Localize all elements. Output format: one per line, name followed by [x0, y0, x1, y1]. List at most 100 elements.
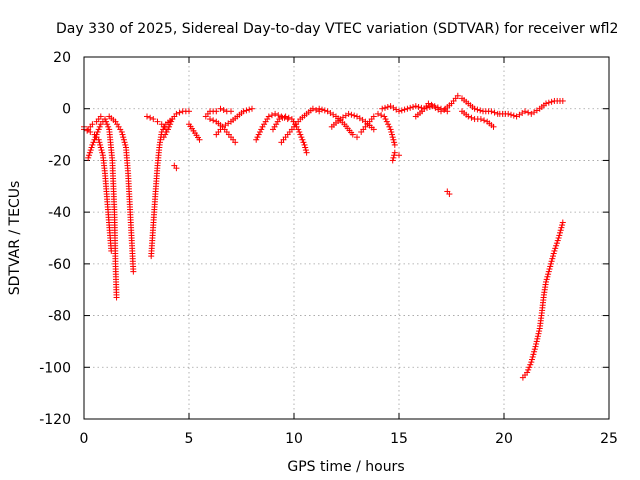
- data-point: [268, 112, 275, 119]
- data-point: [258, 126, 265, 133]
- data-point: [401, 106, 408, 113]
- y-tick-labels: 20 0 -20 -40 -60 -80 -100 -120: [39, 50, 71, 428]
- y-tick-label: 20: [53, 50, 71, 66]
- data-point: [105, 123, 112, 130]
- data-point: [113, 294, 120, 301]
- data-point: [387, 126, 394, 133]
- data-point: [298, 134, 305, 141]
- data-point: [354, 134, 360, 141]
- data-point: [265, 113, 272, 120]
- data-point: [547, 263, 554, 270]
- series-arc-g: [171, 162, 180, 172]
- data-point: [549, 255, 556, 262]
- data-point: [302, 144, 309, 151]
- series-arc-r: [389, 149, 402, 164]
- y-tick-label: -80: [48, 309, 71, 325]
- data-point: [154, 118, 161, 125]
- data-point: [210, 117, 217, 124]
- series-arc-q: [358, 110, 398, 148]
- data-point: [213, 108, 220, 115]
- data-point: [522, 108, 528, 115]
- data-point: [535, 330, 542, 337]
- data-point: [173, 165, 180, 172]
- data-point: [319, 106, 325, 113]
- data-point: [130, 268, 137, 275]
- data-point: [418, 104, 425, 111]
- data-point: [533, 338, 540, 345]
- data-point: [89, 121, 96, 128]
- data-point: [160, 134, 167, 141]
- data-point: [345, 110, 352, 117]
- data-point: [398, 107, 405, 114]
- data-point: [144, 113, 150, 120]
- data-point: [526, 364, 533, 371]
- data-point: [555, 235, 562, 241]
- data-point: [558, 224, 565, 231]
- data-point: [299, 136, 306, 143]
- data-point: [370, 113, 377, 120]
- data-point: [121, 139, 128, 146]
- data-point: [240, 108, 247, 115]
- data-point: [173, 110, 180, 117]
- data-point: [559, 222, 566, 229]
- data-point: [95, 136, 102, 143]
- data-point: [434, 104, 441, 111]
- data-point: [147, 114, 154, 121]
- series-arc-e: [148, 116, 176, 260]
- data-point: [383, 118, 390, 125]
- data-point: [391, 149, 398, 156]
- data-point: [386, 123, 393, 130]
- series-arc-f: [160, 108, 192, 141]
- data-point: [122, 141, 129, 148]
- data-point: [471, 105, 478, 112]
- data-point: [534, 335, 541, 342]
- data-point: [98, 147, 105, 154]
- data-point: [388, 128, 395, 135]
- data-point: [428, 101, 435, 108]
- data-point: [120, 134, 127, 141]
- data-point: [389, 134, 396, 141]
- data-point: [89, 141, 96, 148]
- data-point: [554, 237, 561, 244]
- data-point: [548, 258, 555, 265]
- data-point: [531, 348, 538, 355]
- data-point: [546, 266, 553, 273]
- y-tick-label: -20: [48, 153, 71, 169]
- data-point: [150, 116, 157, 123]
- data-point: [96, 139, 103, 146]
- data-point: [382, 104, 388, 111]
- series-arc-w: [459, 108, 497, 130]
- data-point: [533, 341, 540, 348]
- data-point: [300, 139, 307, 146]
- data-point: [391, 139, 398, 146]
- data-point: [217, 105, 224, 112]
- series-arc-c: [81, 126, 115, 254]
- y-tick-label: 0: [62, 102, 71, 118]
- x-tick-label: 0: [80, 431, 89, 447]
- data-point: [176, 109, 183, 116]
- data-point: [545, 271, 552, 278]
- data-point: [220, 107, 227, 114]
- data-point: [531, 346, 538, 353]
- x-tick-label: 25: [600, 431, 618, 447]
- data-point: [88, 144, 95, 151]
- chart-title: Day 330 of 2025, Sidereal Day-to-day VTE…: [56, 21, 618, 37]
- data-point: [228, 108, 234, 115]
- data-point: [384, 103, 391, 110]
- series-arc-b: [85, 113, 137, 275]
- data-point: [301, 141, 308, 148]
- series-arc-i: [202, 105, 234, 120]
- data-point: [396, 152, 402, 159]
- data-point: [446, 191, 453, 198]
- data-point: [468, 114, 475, 121]
- series-arc-j: [213, 105, 255, 138]
- data-point: [99, 149, 106, 156]
- data-point: [525, 109, 532, 116]
- data-point: [527, 361, 534, 368]
- data-point: [186, 108, 192, 115]
- data-point: [94, 128, 101, 135]
- data-point: [390, 136, 397, 143]
- data-point: [381, 113, 388, 120]
- data-point: [243, 107, 250, 114]
- data-point: [351, 112, 358, 119]
